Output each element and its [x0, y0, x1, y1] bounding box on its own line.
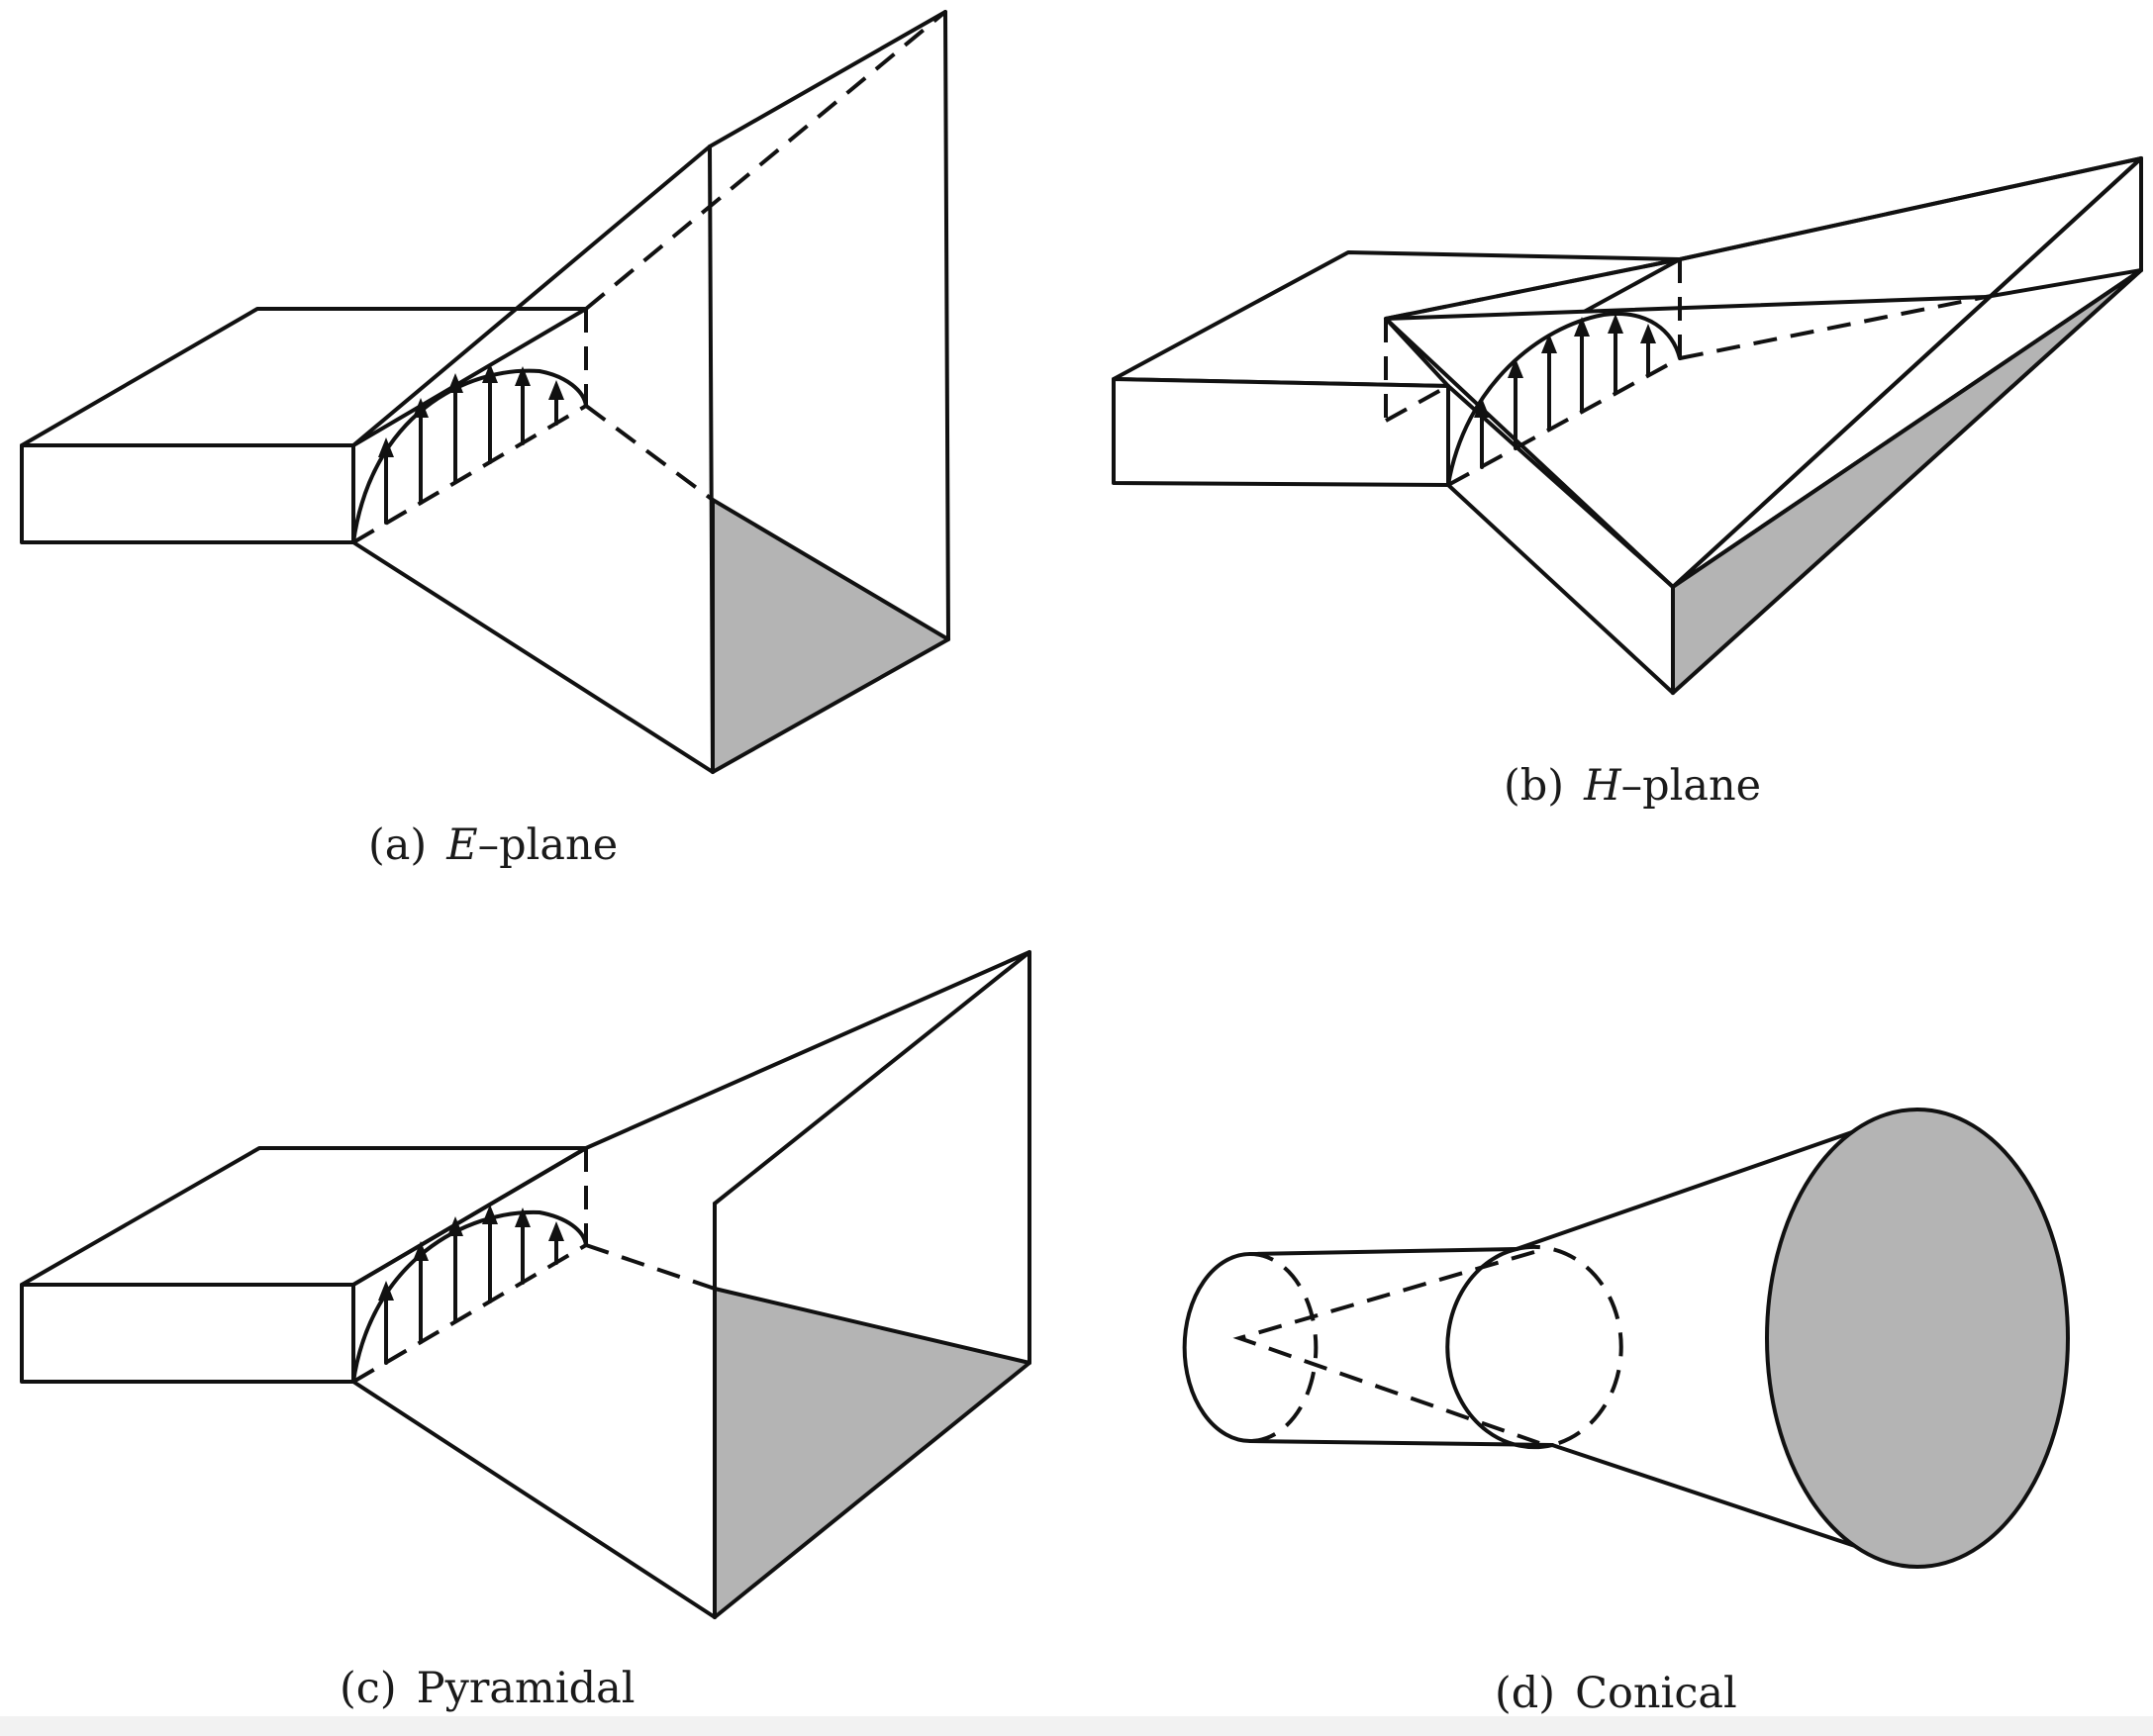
waveguide-a: [20, 307, 588, 544]
horn-flare-b: [1384, 156, 2143, 695]
field-distribution-a: [351, 363, 588, 544]
aperture-shade-c: [713, 1287, 1031, 1619]
panel-h-plane: (b) H–plane: [1112, 156, 2143, 811]
caption-pyramidal: (c) Pyramidal: [340, 1664, 636, 1713]
bottom-strip: [0, 1716, 2153, 1736]
waveguide-c: [20, 1146, 588, 1384]
caption-h-plane: (b) H–plane: [1504, 761, 1761, 811]
circular-waveguide-d: [1182, 1247, 1554, 1447]
caption-conical: (d) Conical: [1495, 1669, 1737, 1718]
aperture-shade-a: [711, 498, 950, 774]
aperture-shade-d: [1765, 1108, 2070, 1569]
field-distribution-b: [1446, 312, 1682, 487]
horn-flare-c: [351, 950, 1031, 1619]
horn-flare-a: [351, 10, 950, 774]
panel-e-plane: (a) E–plane: [20, 10, 950, 870]
cone-flare-d: [1232, 1108, 2070, 1569]
caption-e-plane: (a) E–plane: [368, 820, 618, 870]
panel-pyramidal: (c) Pyramidal: [20, 950, 1031, 1713]
panel-conical: (d) Conical: [1182, 1108, 2070, 1718]
field-distribution-c: [351, 1205, 588, 1384]
